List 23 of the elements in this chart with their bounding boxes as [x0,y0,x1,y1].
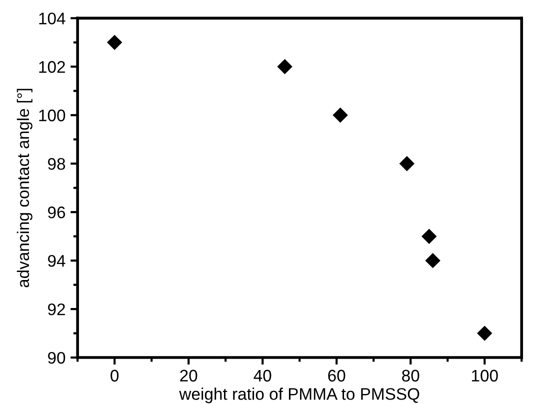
x-tick-label: 60 [328,370,346,382]
y-axis-title: advancing contact angle [°] [16,88,32,288]
point [277,59,292,74]
x-axis-title: weight ratio of PMMA to PMSSQ [179,388,420,404]
x-tick-label: 40 [254,370,272,382]
point [422,228,437,244]
y-tick-label: 104 [39,12,66,24]
x-tick-label: 0 [110,370,119,382]
y-tick-label: 98 [48,158,66,170]
x-tick-label: 100 [472,370,498,382]
point [332,108,348,123]
y-tick-label: 92 [48,303,65,316]
y-tick-label: 94 [48,254,66,267]
x-tick-label: 20 [180,370,198,382]
point [106,34,122,50]
y-tick-label: 96 [48,206,66,218]
point [477,326,492,341]
y-tick-label: 90 [48,352,66,364]
point [425,252,440,268]
y-tick-label: 100 [39,110,66,122]
x-tick-label: 80 [402,370,420,382]
y-tick-label: 102 [39,61,65,73]
point [399,156,415,172]
